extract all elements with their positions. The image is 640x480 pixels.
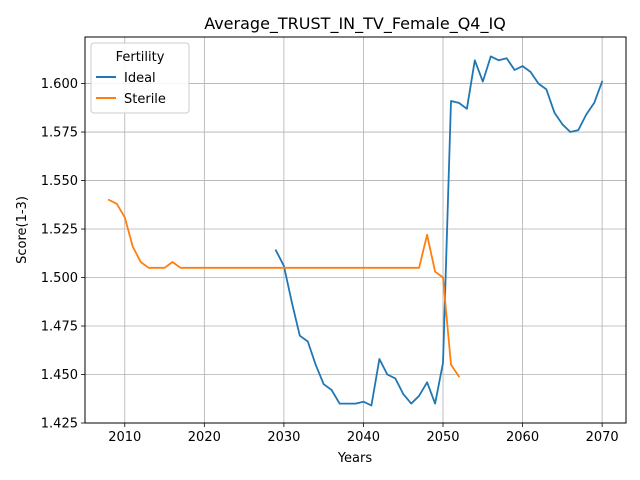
y-axis: 1.425 1.450 1.475 1.500 1.525 1.550 1.575 1.600: [41, 77, 85, 432]
grid-lines: [85, 37, 626, 424]
x-tick-label: 2040: [347, 430, 380, 445]
x-tick-label: 2060: [506, 430, 539, 445]
x-tick-label: 2020: [188, 430, 221, 445]
y-tick-label: 1.450: [41, 368, 78, 383]
series-line-sterile: [107, 198, 461, 378]
y-tick-label: 1.550: [41, 174, 78, 189]
y-tick-label: 1.425: [41, 417, 78, 432]
x-tick-label: 2010: [108, 430, 141, 445]
series-line-ideal: [274, 55, 604, 407]
y-tick-label: 1.600: [41, 77, 78, 92]
legend-box: [90, 42, 190, 114]
y-tick-label: 1.575: [41, 126, 78, 141]
chart-title: Average_TRUST_IN_TV_Female_Q4_IQ: [204, 14, 506, 34]
y-tick-label: 1.500: [41, 271, 78, 286]
y-axis-label: Score(1-3): [15, 196, 30, 264]
x-tick-label: 2070: [586, 430, 619, 445]
legend-label-sterile: Sterile: [124, 92, 166, 107]
y-tick-label: 1.475: [41, 320, 78, 335]
series-layer: [107, 55, 604, 407]
legend-label-ideal: Ideal: [124, 71, 156, 86]
legend: Fertility Ideal Sterile: [90, 42, 190, 114]
x-axis: 2010 2020 2030 2040 2050 2060 2070: [108, 423, 619, 445]
y-tick-label: 1.525: [41, 223, 78, 238]
x-tick-label: 2030: [267, 430, 300, 445]
x-tick-label: 2050: [426, 430, 459, 445]
x-axis-label: Years: [337, 451, 373, 466]
legend-title: Fertility: [116, 50, 165, 65]
plot-frame: [84, 36, 627, 424]
